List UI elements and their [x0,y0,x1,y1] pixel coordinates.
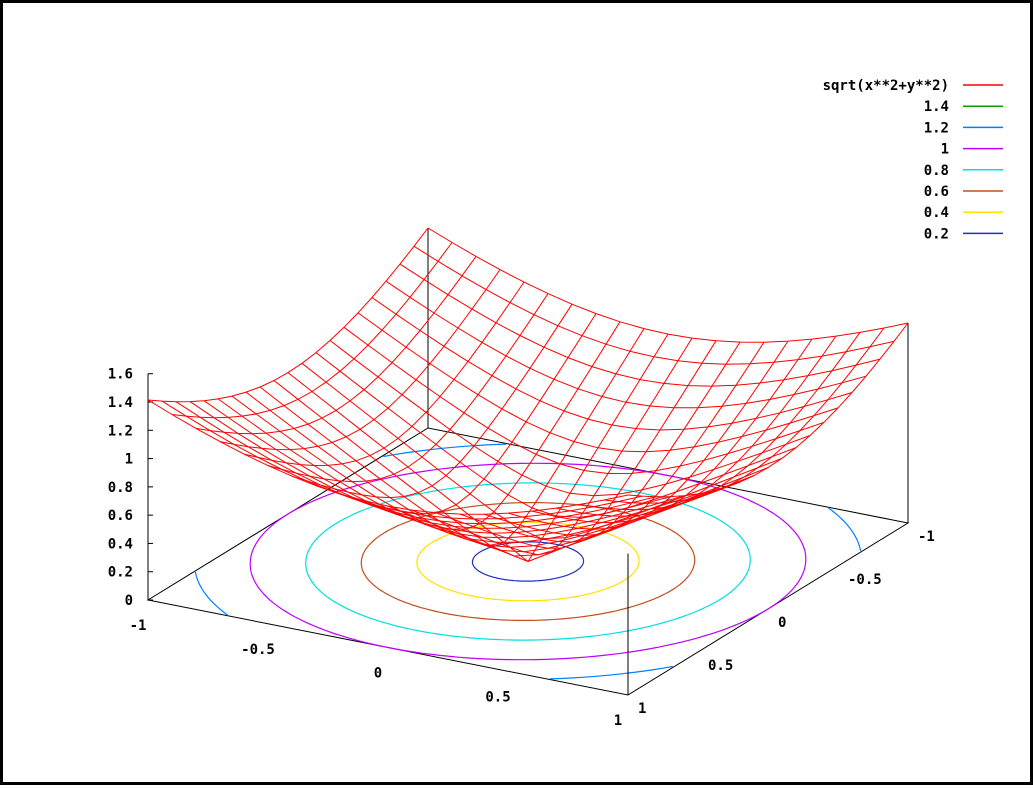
z-tick-label: 1.2 [108,423,133,439]
surface-mesh-line-y-14 [231,395,713,543]
legend-label: 0.2 [924,226,949,242]
surface-mesh-line-x-18 [579,332,861,511]
z-tick-label: 0.4 [108,536,133,552]
surface-mesh-line-y-19 [161,400,643,520]
x-tick-label: -1 [130,618,147,634]
contour-layer [194,443,862,680]
surface-mesh-layer [147,227,909,563]
surface-mesh-line-x-6 [291,303,573,499]
contour-line-0-8 [305,482,751,641]
surface-mesh-line-y-17 [189,401,671,529]
legend-label: 0.6 [924,184,949,200]
contour-line-1-2 [383,443,507,458]
surface-mesh-line-y-2 [399,263,881,387]
surface-mesh-line-y-18 [175,401,657,525]
surface-mesh-line-y-9 [301,362,783,540]
axis-layer [147,227,909,695]
surface-mesh-line-y-15 [217,398,699,539]
y-tick-label: 0 [778,615,786,631]
surface-mesh-line-y-3 [385,280,867,409]
surface-mesh-line-y-5 [357,312,839,453]
z-tick-label: 1.4 [108,395,133,411]
y-tick-label: -1 [918,529,935,545]
contour-line-0-6 [360,502,696,622]
legend-label: 1 [941,142,949,158]
surface-mesh-line-y-4 [371,297,853,431]
legend-label: 0.8 [924,163,949,179]
surface-mesh-line-y-12 [259,386,741,553]
contour-line-1 [249,462,807,661]
surface-mesh-line-y-1 [413,245,895,365]
contour-line-0-4 [416,521,640,602]
z-tick-label: 0.8 [108,480,133,496]
surface-mesh-line-y-16 [203,400,685,534]
surface-mesh-line-x-20 [627,322,909,498]
z-tick-label: 0.6 [108,508,133,524]
legend-label: sqrt(x**2+y**2) [823,78,949,94]
surface-plot-3d: 1.61.41.210.80.60.40.20-1-0.500.5110.50-… [108,78,1003,729]
x-tick-label: -0.5 [241,642,275,658]
z-tick-label: 1.6 [108,367,133,383]
x-tick-label: 0.5 [485,689,510,705]
contour-line-1-2 [194,571,229,616]
tick-label-layer: 1.61.41.210.80.60.40.20-1-0.500.5110.50-… [108,367,935,729]
contour-line-1-2 [549,665,673,680]
contour-line-0-2 [471,541,585,582]
legend-label: 0.4 [924,205,949,221]
surface-mesh-line-y-0 [427,227,909,343]
legend-label: 1.4 [924,99,949,115]
surface-mesh-line-y-20 [147,399,629,515]
legend: sqrt(x**2+y**2) 1.4 1.2 1 0.8 0.6 0.4 0.2 [823,78,1003,242]
legend-label: 1.2 [924,120,949,136]
x-tick-label: 1 [614,713,622,729]
y-tick-label: 0.5 [708,658,733,674]
z-tick-label: 1 [125,452,133,468]
z-tick-label: 0 [125,593,133,609]
surface-mesh-line-y-7 [329,340,811,497]
surface-mesh-line-y-8 [315,352,797,518]
surface-mesh-line-x-0 [147,227,429,403]
surface-mesh-line-y-6 [343,326,825,475]
surface-mesh-line-x-3 [219,269,501,451]
surface-mesh-line-y-13 [245,391,727,548]
contour-line-1-2 [827,507,862,552]
z-tick-label: 0.2 [108,565,133,581]
surface-mesh-line-y-11 [273,380,755,557]
y-tick-label: -0.5 [848,572,882,588]
x-tick-label: 0 [374,666,382,682]
y-tick-label: 1 [638,701,646,717]
